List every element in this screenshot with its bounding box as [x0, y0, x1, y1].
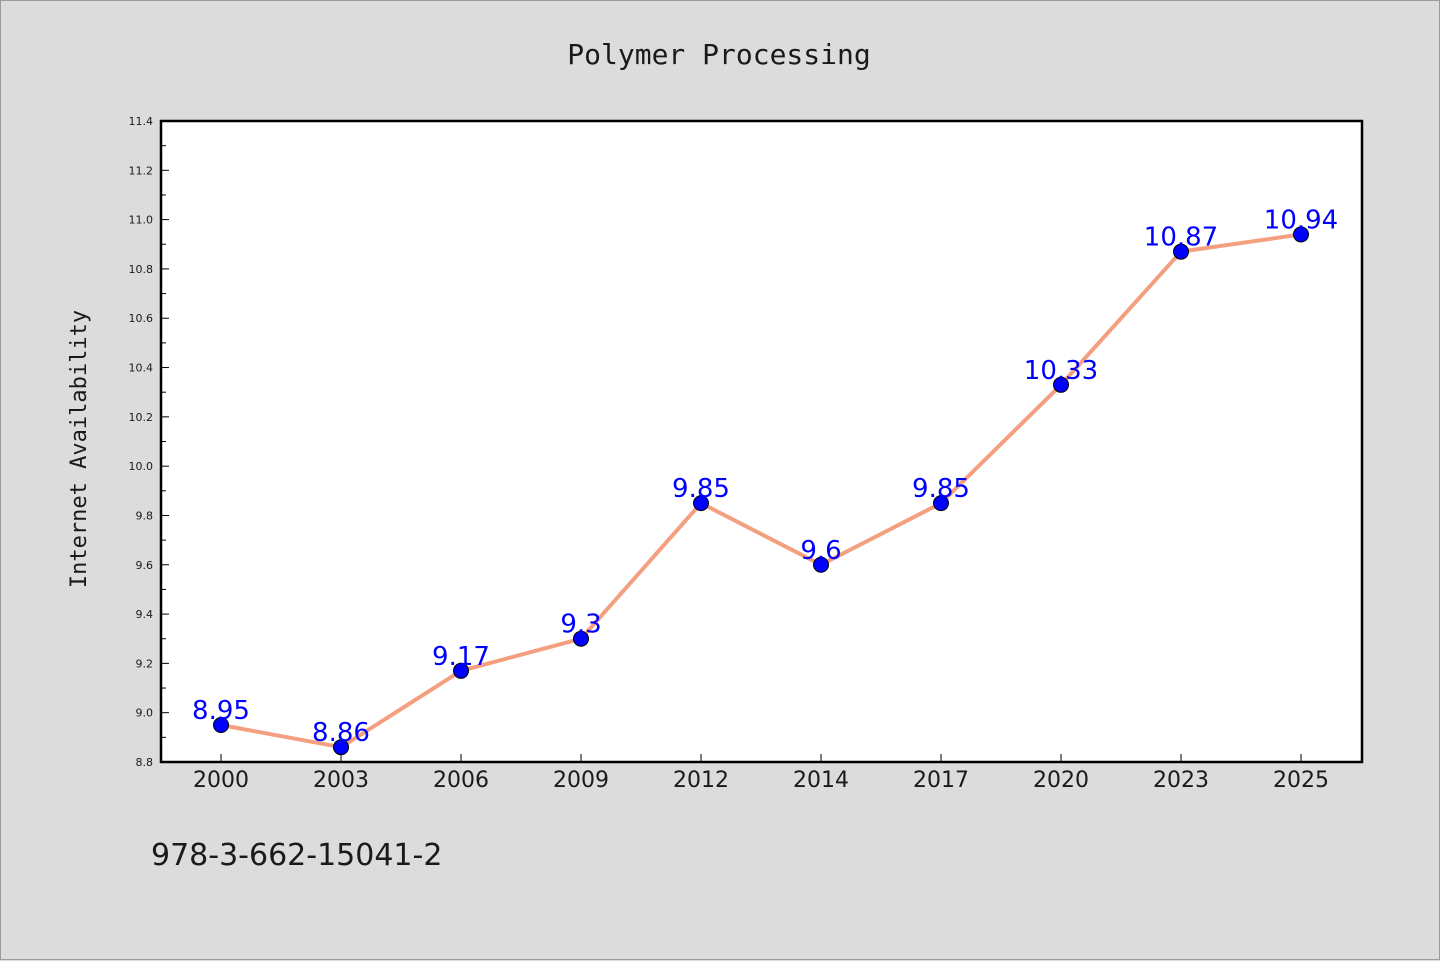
y-tick-label: 10.6	[129, 312, 154, 325]
chart-title: Polymer Processing	[567, 38, 870, 71]
data-label: 9.85	[672, 474, 730, 504]
data-point	[453, 662, 469, 679]
data-label: 9.85	[912, 474, 970, 504]
y-tick-label: 10.0	[129, 460, 154, 473]
y-axis: 8.8 9.0 9.2 9.4 9.6 9.8 10.0 10.2 10.4 10.6 10.8 11…	[129, 115, 169, 769]
y-tick-label: 9.4	[136, 608, 154, 621]
y-tick-label: 9.6	[136, 559, 154, 572]
y-tick-label: 10.2	[129, 411, 154, 424]
data-labels: 8.95 8.86 9.17 9.3 9.85 9.6 9.85 10.33 10.87 10.9…	[192, 205, 1338, 748]
data-point	[1173, 243, 1189, 260]
x-axis: 2000 2003 2006 2009 2012 2014 2017 2020 2023 2025	[193, 754, 1329, 793]
x-tick-label: 2003	[313, 768, 369, 793]
data-label: 9.17	[432, 642, 490, 672]
data-label: 9.6	[800, 536, 841, 566]
y-tick-label: 9.0	[136, 707, 154, 720]
y-tick-label: 11.0	[129, 214, 154, 227]
y-tick-label: 9.2	[136, 657, 154, 670]
data-point	[333, 739, 349, 756]
data-label: 10.33	[1024, 356, 1098, 386]
data-point	[813, 556, 829, 573]
x-tick-label: 2006	[433, 768, 489, 793]
footer-isbn: 978-3-662-15041-2	[151, 838, 442, 873]
data-point	[933, 495, 949, 512]
y-tick-label: 8.8	[136, 756, 154, 769]
y-tick-label: 11.2	[129, 164, 154, 177]
x-tick-label: 2025	[1273, 768, 1329, 793]
y-tick-label: 9.8	[136, 509, 154, 522]
plot-area	[159, 119, 1364, 764]
data-label: 8.86	[312, 718, 370, 748]
x-tick-label: 2020	[1033, 768, 1089, 793]
x-tick-label: 2023	[1153, 768, 1209, 793]
y-axis-label: Internet Availability	[67, 310, 92, 588]
y-tick-label: 10.8	[129, 263, 154, 276]
data-label: 10.94	[1264, 205, 1338, 235]
x-tick-label: 2017	[913, 768, 969, 793]
x-tick-label: 2012	[673, 768, 729, 793]
data-label: 10.87	[1144, 223, 1218, 253]
y-tick-label: 11.4	[129, 115, 154, 128]
y-tick-label: 10.4	[129, 362, 154, 375]
x-tick-label: 2014	[793, 768, 849, 793]
data-label: 9.3	[560, 610, 601, 640]
data-point	[693, 495, 709, 512]
series-line	[219, 232, 1303, 750]
data-point	[1053, 376, 1069, 393]
data-point	[1293, 226, 1309, 243]
data-point	[213, 717, 229, 734]
data-markers	[213, 226, 1309, 756]
data-point	[573, 630, 589, 647]
x-tick-label: 2000	[193, 768, 249, 793]
data-label: 8.95	[192, 696, 250, 726]
x-tick-label: 2009	[553, 768, 609, 793]
